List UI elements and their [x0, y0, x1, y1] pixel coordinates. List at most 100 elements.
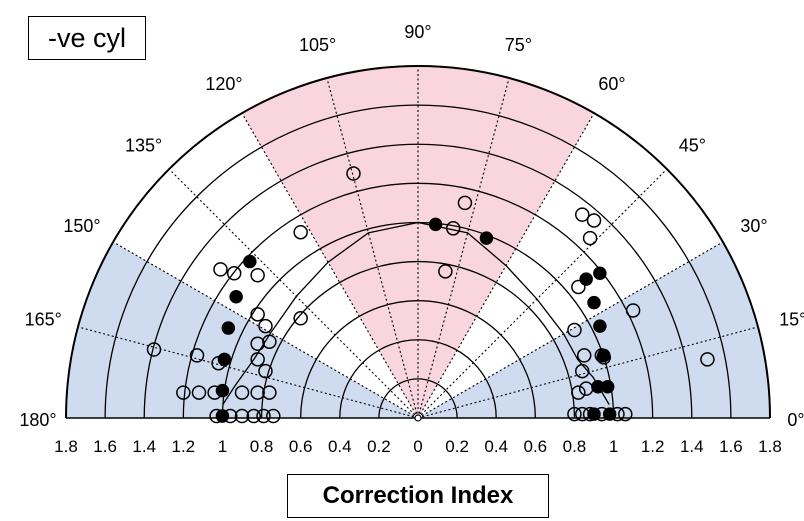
data-point-open-4: [610, 406, 625, 422]
data-point-open-35: [262, 385, 277, 400]
axis-tick-12: 0.6: [524, 437, 548, 456]
angle-label-180: 180°: [19, 410, 56, 430]
data-point-open-31: [191, 385, 207, 400]
axis-tick-6: 0.6: [289, 437, 313, 456]
data-point-filled-5: [579, 272, 593, 286]
axis-tick-5: 0.8: [250, 437, 274, 456]
data-point-filled-4: [587, 295, 601, 310]
data-point-open-20: [445, 221, 461, 236]
ring-1.6: [104, 104, 732, 419]
data-point-open-36: [258, 363, 273, 379]
data-point-filled-7: [600, 379, 615, 394]
spoke-165: [77, 326, 419, 419]
data-point-open-40: [146, 342, 162, 357]
angle-label-60: 60°: [598, 74, 625, 94]
data-point-filled-14: [221, 321, 236, 335]
axis-tick-7: 0.4: [328, 437, 352, 456]
spoke-75: [417, 77, 510, 419]
spoke-105: [326, 77, 419, 419]
data-point-open-29: [266, 408, 281, 424]
axis-tick-8: 0.2: [367, 437, 391, 456]
data-point-open-44: [258, 318, 273, 334]
data-point-open-17: [625, 303, 641, 318]
data-point-filled-9: [479, 231, 494, 245]
angle-label-75: 75°: [505, 35, 532, 55]
data-point-filled-16: [243, 254, 257, 269]
data-point-open-34: [250, 385, 265, 400]
chart-tag: -ve cyl: [28, 16, 146, 60]
data-point-open-1: [575, 406, 590, 422]
data-point-open-43: [250, 307, 265, 322]
data-point-open-33: [234, 385, 250, 400]
data-point-open-42: [262, 334, 277, 349]
ring-1.4: [143, 143, 693, 419]
data-point-filled-15: [229, 290, 243, 304]
data-point-open-47: [226, 266, 242, 281]
data-point-open-30: [176, 385, 191, 400]
data-point-open-28: [256, 408, 271, 424]
data-point-open-26: [234, 408, 250, 424]
data-point-open-45: [293, 311, 308, 326]
axis-tick-3: 1.2: [172, 437, 196, 456]
angle-label-15: 15°: [779, 310, 804, 330]
data-point-open-10: [594, 348, 610, 363]
data-point-open-16: [575, 207, 590, 222]
axis-tick-16: 1.4: [680, 437, 704, 456]
data-point-open-14: [582, 230, 598, 246]
data-point-filled-6: [593, 266, 607, 281]
data-point-open-32: [207, 385, 222, 400]
shaded-sector-2: [66, 242, 418, 418]
data-point-open-0: [567, 406, 582, 422]
data-point-open-15: [586, 213, 602, 228]
spoke-150: [112, 241, 419, 419]
spoke-135: [168, 168, 419, 419]
axis-tick-10: 0.2: [445, 437, 469, 456]
data-point-open-25: [223, 408, 238, 424]
ring-0.2: [378, 378, 458, 419]
axis-tick-15: 1.2: [641, 437, 665, 456]
axis-tick-0: 1.8: [54, 437, 78, 456]
angle-label-45: 45°: [679, 136, 706, 156]
data-point-open-22: [346, 166, 361, 181]
data-point-open-19: [457, 195, 473, 211]
axis-tick-4: 1: [218, 437, 227, 456]
data-point-open-21: [438, 264, 453, 279]
angle-label-150: 150°: [63, 216, 100, 236]
data-point-open-9: [576, 348, 592, 363]
shaded-sector-1: [418, 242, 770, 418]
data-point-open-39: [189, 348, 205, 363]
axis-tick-1: 1.6: [93, 437, 117, 456]
angle-label-90: 90°: [404, 22, 431, 42]
axis-tick-13: 0.8: [563, 437, 587, 456]
angle-label-0: 0°: [787, 410, 804, 430]
series-open: [146, 166, 715, 424]
data-point-filled-3: [593, 319, 607, 333]
data-point-open-23: [293, 224, 308, 240]
data-point-filled-10: [428, 217, 443, 232]
data-point-open-11: [596, 350, 612, 365]
data-point-open-5: [618, 406, 633, 422]
spoke-45: [417, 168, 668, 419]
data-point-open-7: [578, 381, 594, 396]
axis-tick-17: 1.6: [719, 437, 743, 456]
data-point-open-38: [211, 355, 226, 371]
spoke-30: [417, 241, 724, 419]
data-point-open-27: [246, 408, 261, 424]
spoke-120: [241, 112, 419, 419]
angle-label-165: 165°: [25, 310, 62, 330]
data-point-open-2: [582, 406, 598, 422]
axis-tick-18: 1.8: [758, 437, 782, 456]
data-point-open-3: [594, 406, 610, 422]
x-axis-label: Correction Index: [287, 474, 549, 518]
axis-tick-9: 0: [413, 437, 422, 456]
data-point-filled-0: [587, 407, 601, 421]
data-point-filled-8: [602, 407, 617, 421]
series-filled: [215, 217, 617, 423]
ring-0.8: [260, 260, 576, 419]
data-point-open-6: [571, 385, 586, 400]
angle-label-135: 135°: [125, 136, 162, 156]
axis-tick-11: 0.4: [484, 437, 508, 456]
data-point-open-12: [567, 322, 582, 338]
angle-label-30: 30°: [740, 216, 767, 236]
